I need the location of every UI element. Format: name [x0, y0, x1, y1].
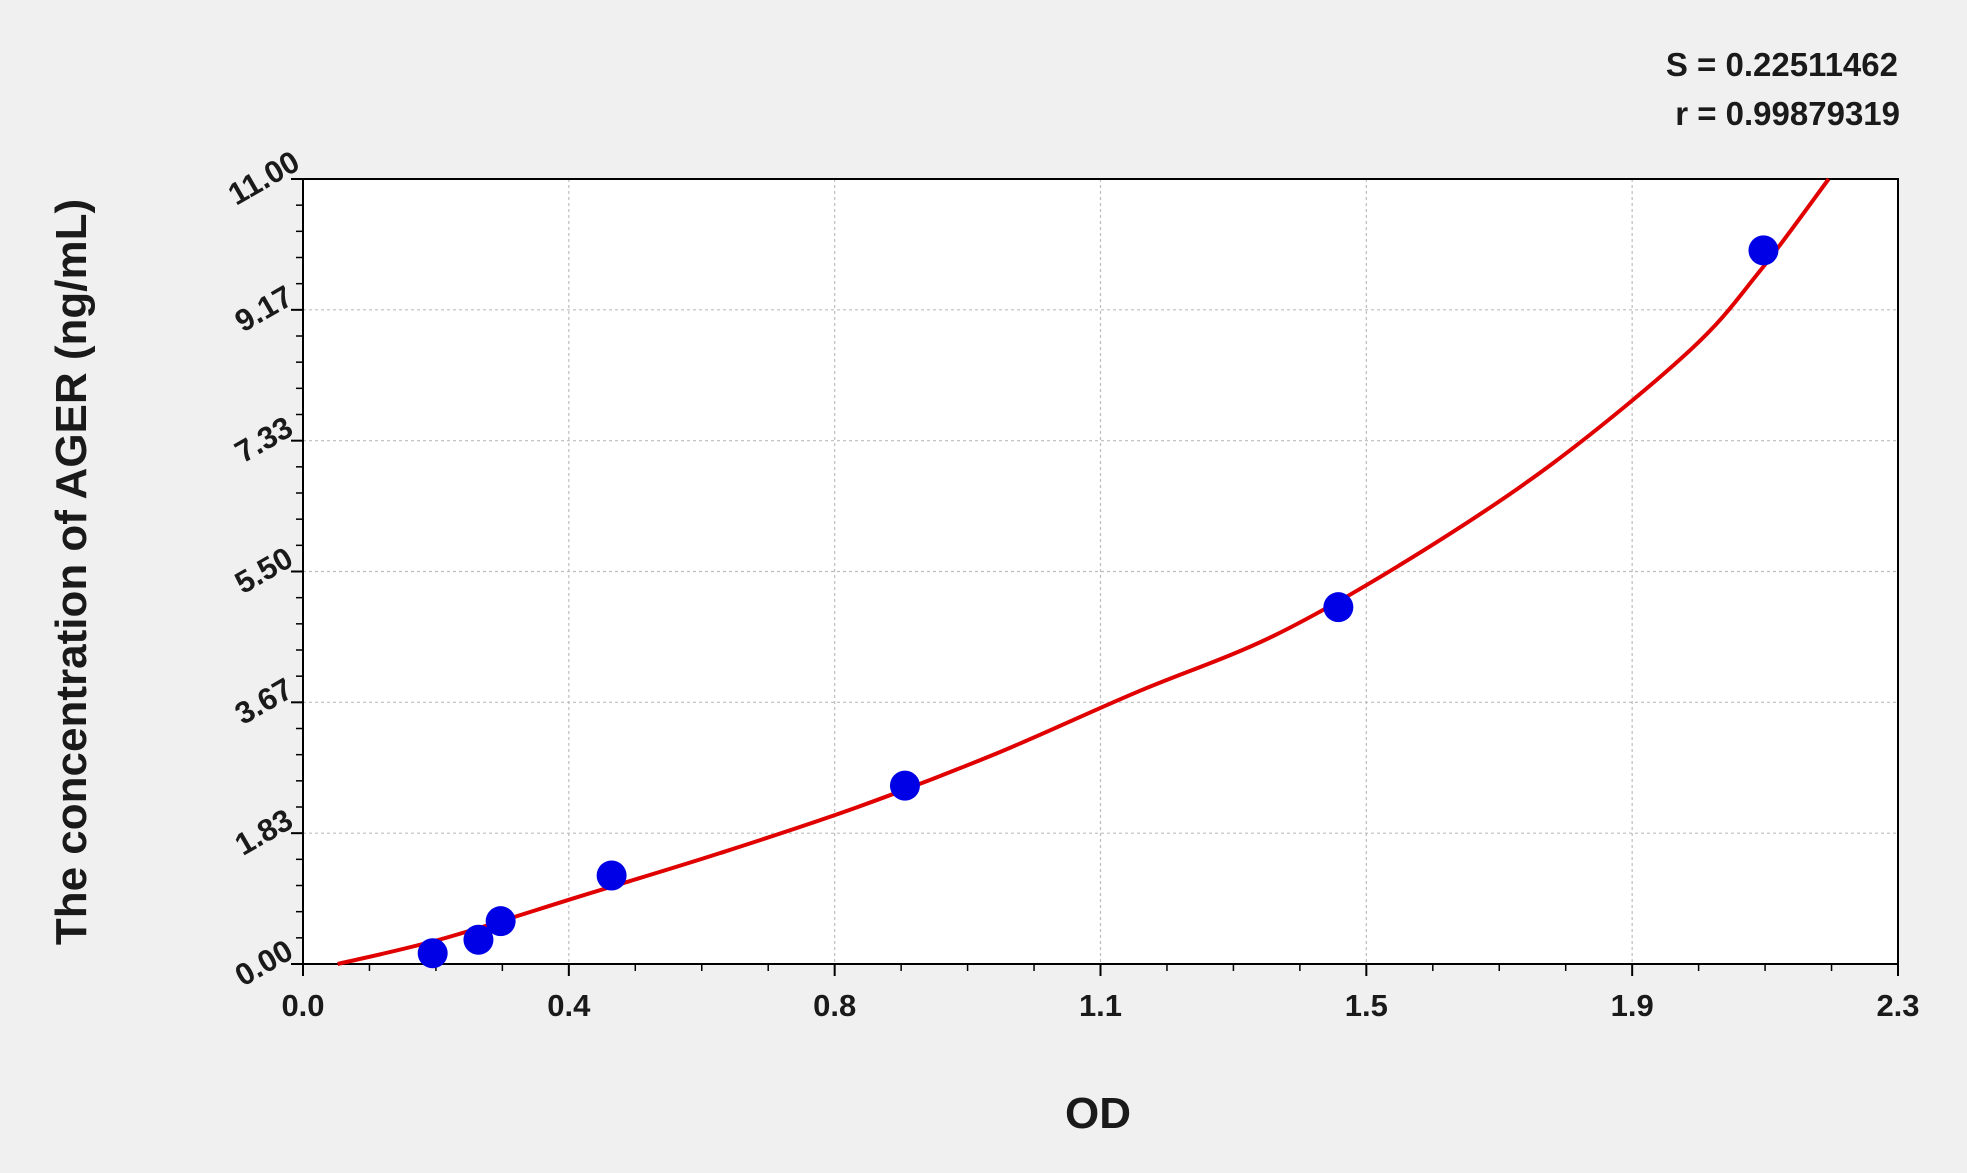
x-tick-label: 1.5: [1345, 988, 1388, 1023]
x-tick-labels: 0.0 0.4 0.8 1.1 1.5 1.9 2.3: [281, 988, 1919, 1023]
data-points: [417, 235, 1779, 969]
y-axis-title: The concentration of AGER (ng/mL): [47, 199, 96, 945]
r-statistic: r = 0.99879319: [1675, 95, 1900, 132]
data-point: [485, 906, 516, 937]
x-axis-title: OD: [1065, 1089, 1131, 1138]
y-tick-label: 5.50: [229, 540, 299, 600]
y-tick-labels: 0.00 1.83 3.67 5.50 7.33 9.17 11.00: [222, 144, 305, 993]
data-point: [1748, 235, 1779, 266]
data-point: [889, 770, 920, 801]
grid-lines: [303, 179, 1898, 964]
x-tick-label: 0.4: [547, 988, 591, 1023]
y-tick-label: 7.33: [229, 409, 299, 469]
data-point: [417, 938, 448, 969]
x-tick-label: 0.0: [281, 988, 324, 1023]
axis-ticks: [291, 178, 1899, 976]
x-tick-label: 0.8: [813, 988, 856, 1023]
plot-frame: [302, 178, 1899, 965]
y-tick-label: 11.00: [222, 144, 305, 212]
y-tick-label: 0.00: [229, 933, 299, 993]
x-tick-label: 2.3: [1876, 988, 1919, 1023]
x-tick-label: 1.9: [1611, 988, 1654, 1023]
data-point: [1323, 592, 1354, 623]
y-tick-label: 3.67: [229, 671, 299, 731]
data-point: [463, 924, 494, 955]
s-statistic: S = 0.22511462: [1666, 46, 1898, 83]
y-tick-label: 9.17: [229, 278, 299, 338]
data-point: [596, 860, 627, 891]
fit-curve: [337, 177, 1831, 966]
x-tick-label: 1.1: [1079, 988, 1122, 1023]
y-tick-label: 1.83: [229, 802, 299, 862]
